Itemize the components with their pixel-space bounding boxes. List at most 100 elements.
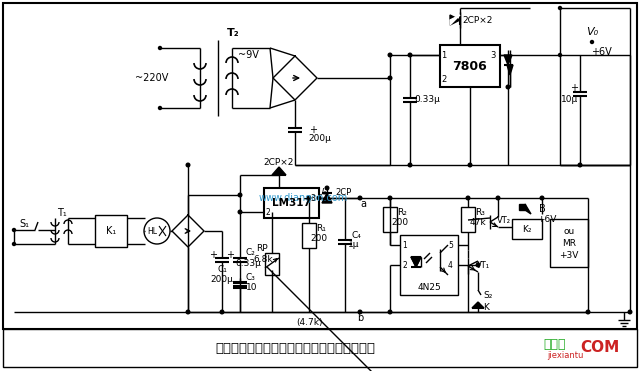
Circle shape [496,196,500,200]
Circle shape [506,85,510,89]
Polygon shape [272,167,286,175]
Text: T₂: T₂ [227,28,239,38]
Text: 1μ: 1μ [348,240,360,249]
Circle shape [317,196,321,200]
Text: 0.33μ: 0.33μ [235,259,261,267]
Text: ~9V: ~9V [237,50,259,60]
Text: R₁: R₁ [316,223,326,233]
Circle shape [358,310,362,314]
Text: +6V: +6V [538,214,557,223]
Polygon shape [411,257,421,267]
Text: +: + [309,125,317,135]
Bar [95,215,127,247]
Text: +: + [570,83,578,93]
Text: www.diangon.com: www.diangon.com [259,193,348,203]
Text: 5: 5 [448,240,453,250]
Text: 2CP×2: 2CP×2 [264,158,294,167]
Text: K₂: K₂ [522,224,532,233]
Text: 200μ: 200μ [308,134,332,142]
Bar [3,329,637,367]
Text: 2: 2 [442,75,447,83]
Text: +6V: +6V [591,47,611,57]
Text: B: B [539,204,545,214]
Text: 200μ: 200μ [211,275,234,283]
Circle shape [468,163,472,167]
Text: K: K [483,302,489,312]
Text: 10μ: 10μ [561,95,579,104]
Text: C₄: C₄ [351,230,361,240]
Text: 4: 4 [448,260,453,269]
Text: C₃: C₃ [245,273,255,282]
Circle shape [408,163,412,167]
Text: +: + [209,250,217,260]
Bar [512,219,542,239]
Circle shape [466,196,470,200]
Text: 1: 1 [442,50,447,59]
Text: R₃: R₃ [475,207,485,217]
Text: C₁: C₁ [217,266,227,275]
Text: 1: 1 [403,240,408,250]
Polygon shape [272,167,286,175]
Text: 47k: 47k [470,217,486,227]
Polygon shape [450,15,460,25]
Text: 200: 200 [392,217,408,227]
Text: 3: 3 [310,194,315,203]
Text: b: b [357,313,363,323]
Circle shape [578,163,582,167]
Text: 2CP×2: 2CP×2 [463,16,493,24]
Circle shape [13,243,15,246]
Bar [3,3,637,329]
Bar [550,219,588,267]
Text: S₂: S₂ [483,292,493,301]
Text: LM317: LM317 [272,198,311,208]
Polygon shape [519,204,525,210]
Text: HL: HL [147,227,157,236]
Circle shape [13,229,15,232]
Text: (4.7k): (4.7k) [297,318,323,326]
Text: RP: RP [256,243,268,253]
Circle shape [388,196,392,200]
Text: ~220V: ~220V [135,73,169,83]
Circle shape [238,210,242,214]
Text: K₁: K₁ [106,226,116,236]
Circle shape [388,76,392,80]
Polygon shape [450,15,460,25]
Circle shape [476,263,480,267]
Text: 2: 2 [266,207,270,217]
Circle shape [388,53,392,57]
Circle shape [591,40,593,43]
Circle shape [159,106,161,109]
Bar [264,188,319,218]
Text: VT₁: VT₁ [476,262,490,270]
Text: R₂: R₂ [397,207,407,217]
Text: C₂: C₂ [245,247,255,256]
Polygon shape [411,252,421,262]
Text: jiexiantu: jiexiantu [547,351,583,359]
Bar [440,45,500,87]
Text: 0.33μ: 0.33μ [414,95,440,104]
Text: ou: ou [563,227,575,236]
Text: U₀: U₀ [317,187,327,197]
Text: a: a [360,199,366,209]
Polygon shape [507,65,513,75]
Text: 10: 10 [246,282,258,292]
Circle shape [586,310,590,314]
Text: 短路全保护声光报警直流稳压电源电路原理图: 短路全保护声光报警直流稳压电源电路原理图 [215,341,375,355]
Circle shape [408,53,412,57]
Circle shape [628,310,632,314]
Circle shape [540,196,544,200]
Circle shape [238,193,242,197]
Polygon shape [525,204,531,214]
Text: V₀: V₀ [586,27,598,37]
Circle shape [358,196,362,200]
Text: 7806: 7806 [452,59,488,72]
Circle shape [559,53,561,56]
Text: 2CP: 2CP [336,187,352,197]
Text: 3: 3 [491,50,496,59]
Text: VT₂: VT₂ [497,216,511,224]
Text: +3V: +3V [559,250,579,259]
Polygon shape [322,193,332,203]
Bar [265,253,279,275]
Text: 4N25: 4N25 [417,282,441,292]
Text: MR: MR [562,239,576,247]
